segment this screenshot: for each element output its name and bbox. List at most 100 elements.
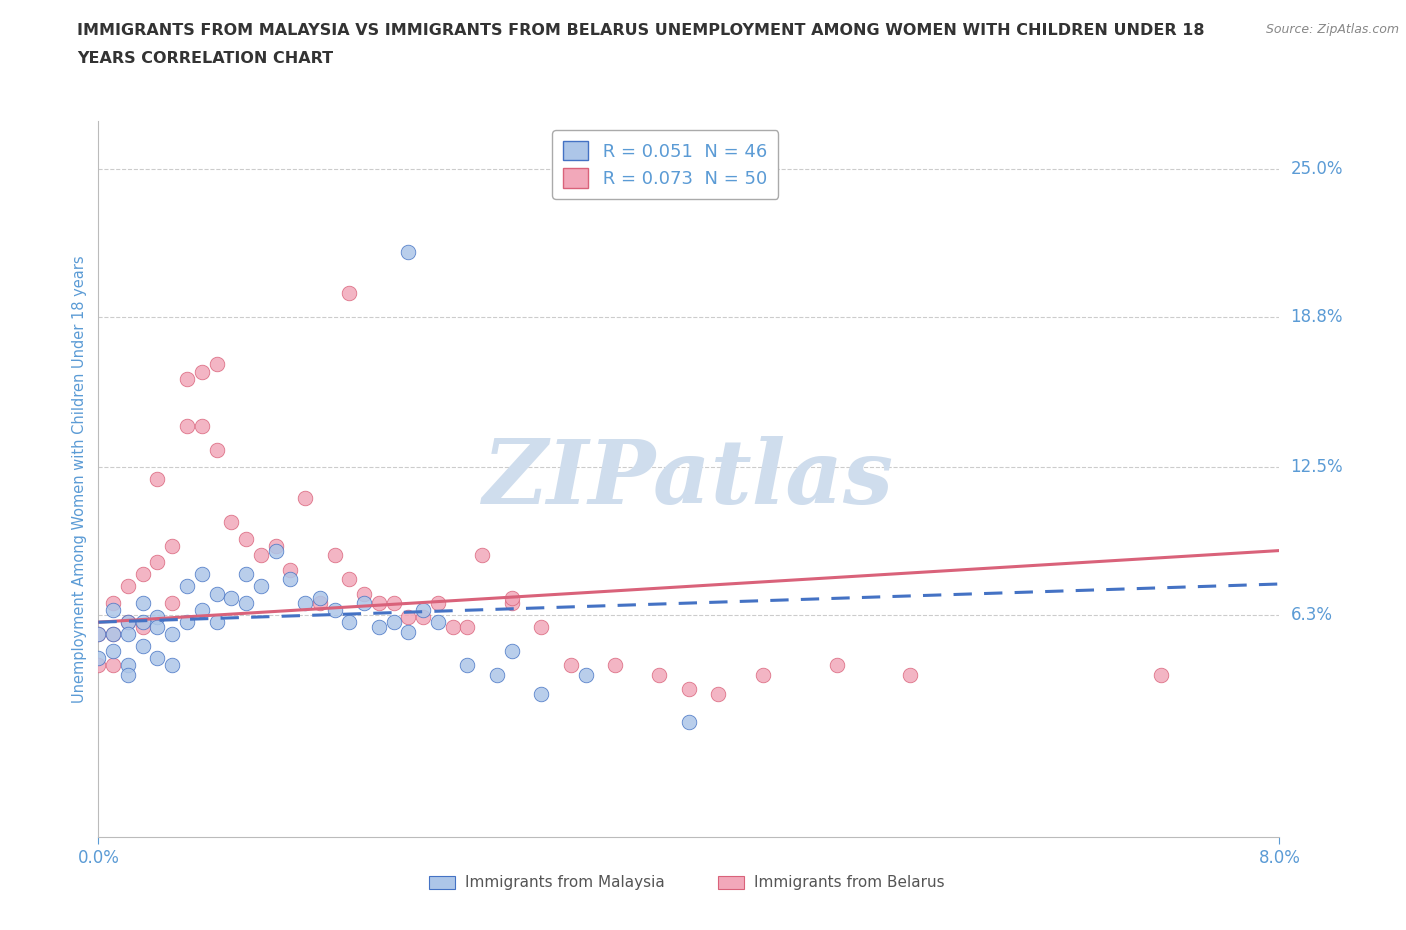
FancyBboxPatch shape (718, 876, 744, 888)
Text: YEARS CORRELATION CHART: YEARS CORRELATION CHART (77, 51, 333, 66)
Point (339, 286, 361, 300)
Point (235, 595, 257, 610)
Point (132, 619, 155, 634)
Point (205, 357, 228, 372)
Point (191, 419, 214, 434)
Point (427, 595, 450, 610)
Point (280, 572, 302, 587)
Text: 12.5%: 12.5% (1291, 458, 1343, 476)
Point (146, 610, 169, 625)
Legend:  R = 0.051  N = 46,  R = 0.073  N = 50: R = 0.051 N = 46, R = 0.073 N = 50 (553, 130, 779, 199)
Point (132, 639, 155, 654)
Point (176, 419, 198, 434)
Point (87, 627, 110, 642)
Text: ZIPatlas: ZIPatlas (484, 435, 894, 523)
Point (235, 531, 257, 546)
Point (146, 619, 169, 634)
Point (412, 610, 434, 625)
Point (825, 658, 848, 672)
Text: IMMIGRANTS FROM MALAYSIA VS IMMIGRANTS FROM BELARUS UNEMPLOYMENT AMONG WOMEN WIT: IMMIGRANTS FROM MALAYSIA VS IMMIGRANTS F… (77, 23, 1205, 38)
Point (678, 715, 700, 730)
Point (87, 651, 110, 666)
Point (707, 686, 730, 701)
Point (353, 586, 375, 601)
Point (176, 615, 198, 630)
Point (250, 548, 273, 563)
Point (264, 538, 287, 553)
Point (117, 658, 139, 672)
Point (162, 538, 183, 553)
Point (294, 595, 316, 610)
Point (648, 667, 671, 682)
Point (398, 624, 420, 639)
Point (353, 595, 375, 610)
Point (117, 615, 139, 630)
Text: Source: ZipAtlas.com: Source: ZipAtlas.com (1265, 23, 1399, 36)
Point (117, 578, 139, 594)
Point (221, 514, 243, 529)
Point (191, 603, 214, 618)
Point (87, 627, 110, 642)
Point (398, 610, 420, 625)
Text: Immigrants from Belarus: Immigrants from Belarus (754, 874, 945, 890)
Point (560, 658, 582, 672)
Point (441, 619, 464, 634)
Point (457, 658, 479, 672)
Point (176, 578, 198, 594)
Point (176, 371, 198, 386)
Point (605, 658, 627, 672)
Point (162, 627, 183, 642)
Point (103, 627, 125, 642)
Point (427, 615, 450, 630)
Point (412, 603, 434, 618)
Point (146, 555, 169, 570)
Point (530, 619, 553, 634)
Point (250, 578, 273, 594)
Point (486, 667, 509, 682)
Point (339, 615, 361, 630)
Point (280, 563, 302, 578)
FancyBboxPatch shape (429, 876, 456, 888)
Point (264, 543, 287, 558)
Point (368, 619, 391, 634)
Text: 18.8%: 18.8% (1291, 308, 1343, 326)
Point (221, 591, 243, 605)
Point (132, 595, 155, 610)
Point (235, 567, 257, 582)
Point (398, 245, 420, 259)
Point (162, 595, 183, 610)
Point (132, 615, 155, 630)
Point (1150, 667, 1173, 682)
Point (471, 548, 494, 563)
Point (191, 567, 214, 582)
Point (575, 667, 598, 682)
Point (457, 619, 479, 634)
Point (294, 491, 316, 506)
Point (501, 644, 523, 658)
Y-axis label: Unemployment Among Women with Children Under 18 years: Unemployment Among Women with Children U… (72, 255, 87, 703)
Point (191, 364, 214, 379)
Point (103, 644, 125, 658)
Point (900, 667, 922, 682)
Point (501, 591, 523, 605)
Point (205, 615, 228, 630)
Point (339, 572, 361, 587)
Point (309, 591, 332, 605)
Point (530, 686, 553, 701)
Point (368, 595, 391, 610)
Point (382, 595, 405, 610)
Point (323, 548, 346, 563)
Point (103, 627, 125, 642)
Point (382, 615, 405, 630)
Text: Immigrants from Malaysia: Immigrants from Malaysia (464, 874, 664, 890)
Point (103, 658, 125, 672)
Point (103, 595, 125, 610)
Point (117, 615, 139, 630)
Point (501, 595, 523, 610)
Point (205, 586, 228, 601)
Point (752, 667, 775, 682)
Point (678, 682, 700, 697)
Point (103, 603, 125, 618)
Point (117, 627, 139, 642)
Point (87, 658, 110, 672)
